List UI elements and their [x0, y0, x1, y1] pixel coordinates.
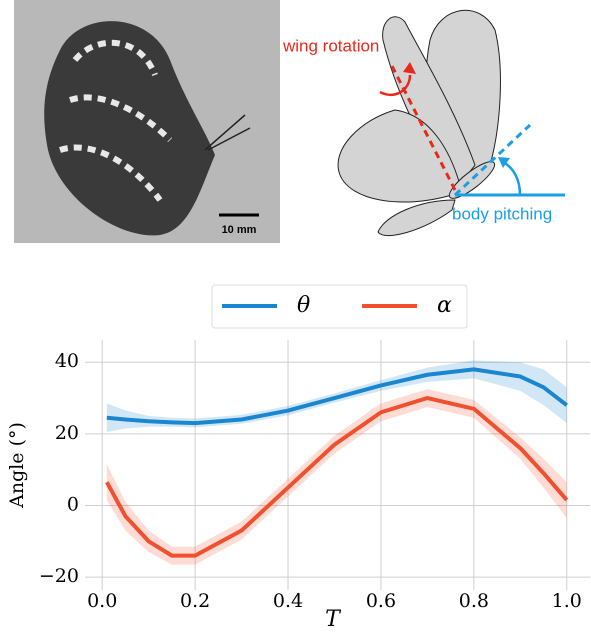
- pitch-arrow: [503, 162, 520, 195]
- figure: 10 mm wing rotation body pitching −20 0 20…: [0, 0, 591, 632]
- x-tick-label: 0.8: [459, 590, 489, 612]
- legend-label: α: [437, 293, 452, 318]
- confidence-band: [107, 389, 567, 565]
- y-tick-label: −20: [39, 565, 79, 587]
- scale-label: 10 mm: [222, 224, 257, 236]
- x-tick-label: 0.6: [366, 590, 396, 612]
- y-tick-label: 40: [55, 350, 79, 372]
- diagram: wing rotation body pitching: [282, 10, 565, 235]
- x-tick-label: 0.2: [180, 590, 210, 612]
- y-axis-label: Angle (°): [6, 422, 28, 509]
- x-tick-label: 0.4: [273, 590, 303, 612]
- body-pitching-label: body pitching: [452, 204, 552, 223]
- wing-rotation-label: wing rotation: [282, 36, 379, 55]
- x-axis-label: T: [325, 607, 342, 632]
- chart: −20 0 20 40 0.0 0.2 0.4 0.6 0.8 1.0 T Angle (°) θ α: [6, 285, 590, 632]
- page: 10 mm wing rotation body pitching −20 0 20…: [0, 0, 591, 632]
- x-tick-label: 1.0: [552, 590, 582, 612]
- x-tick-label: 0.0: [87, 590, 117, 612]
- lower-wing: [378, 200, 455, 236]
- photo: 10 mm: [14, 0, 280, 243]
- y-tick-label: 20: [55, 422, 79, 444]
- legend-label: θ: [297, 293, 310, 318]
- y-tick-label: 0: [67, 493, 79, 515]
